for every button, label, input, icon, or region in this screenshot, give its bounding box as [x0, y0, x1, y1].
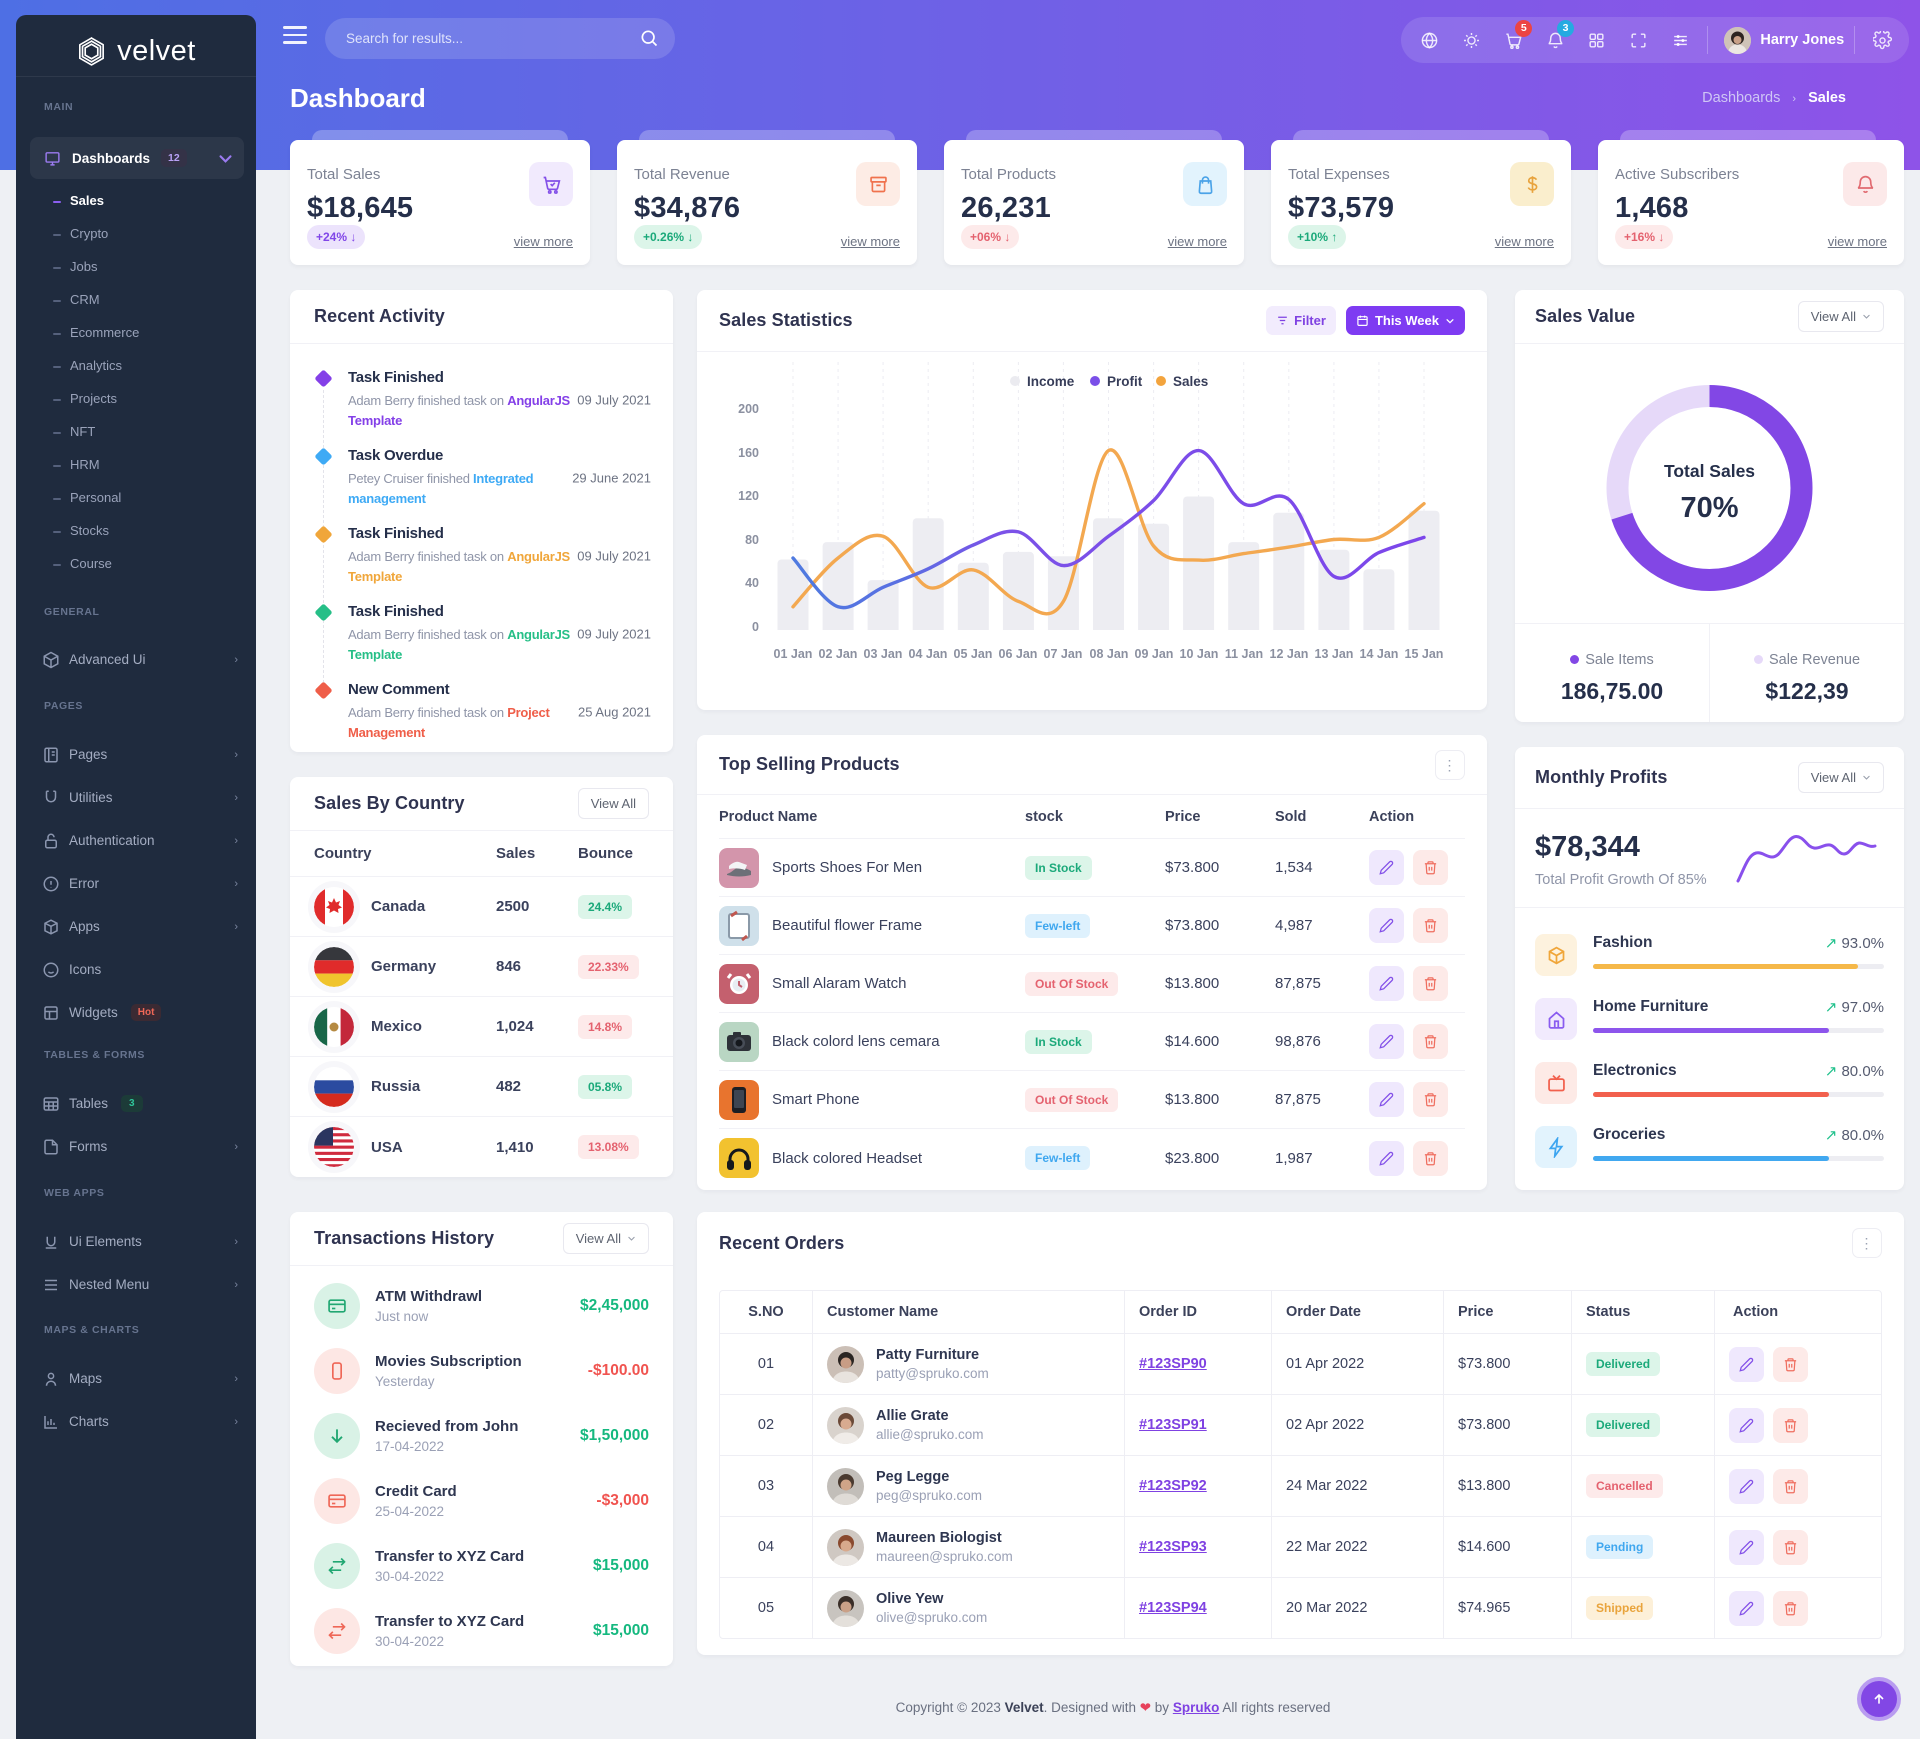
svg-text:05 Jan: 05 Jan [954, 647, 993, 661]
svg-text:06 Jan: 06 Jan [999, 647, 1038, 661]
svg-text:09 Jan: 09 Jan [1135, 647, 1174, 661]
svg-text:02 Jan: 02 Jan [819, 647, 858, 661]
svg-text:01 Jan: 01 Jan [774, 647, 813, 661]
svg-text:Total Sales: Total Sales [1664, 461, 1755, 481]
svg-text:11 Jan: 11 Jan [1225, 647, 1263, 661]
svg-text:0: 0 [752, 620, 759, 634]
svg-text:12 Jan: 12 Jan [1270, 647, 1309, 661]
svg-text:08 Jan: 08 Jan [1090, 647, 1129, 661]
svg-text:Profit: Profit [1107, 374, 1143, 389]
svg-text:70%: 70% [1680, 492, 1738, 524]
svg-text:80: 80 [745, 533, 759, 547]
svg-text:14 Jan: 14 Jan [1360, 647, 1399, 661]
svg-text:120: 120 [738, 489, 759, 503]
svg-text:04 Jan: 04 Jan [909, 647, 948, 661]
svg-text:13 Jan: 13 Jan [1315, 647, 1354, 661]
svg-text:40: 40 [745, 576, 759, 590]
svg-text:Sales: Sales [1173, 374, 1208, 389]
svg-text:03 Jan: 03 Jan [864, 647, 903, 661]
svg-text:10 Jan: 10 Jan [1180, 647, 1219, 661]
svg-text:160: 160 [738, 446, 759, 460]
svg-text:07 Jan: 07 Jan [1044, 647, 1083, 661]
svg-text:200: 200 [738, 402, 759, 416]
svg-text:15 Jan: 15 Jan [1405, 647, 1444, 661]
svg-text:Income: Income [1027, 374, 1075, 389]
